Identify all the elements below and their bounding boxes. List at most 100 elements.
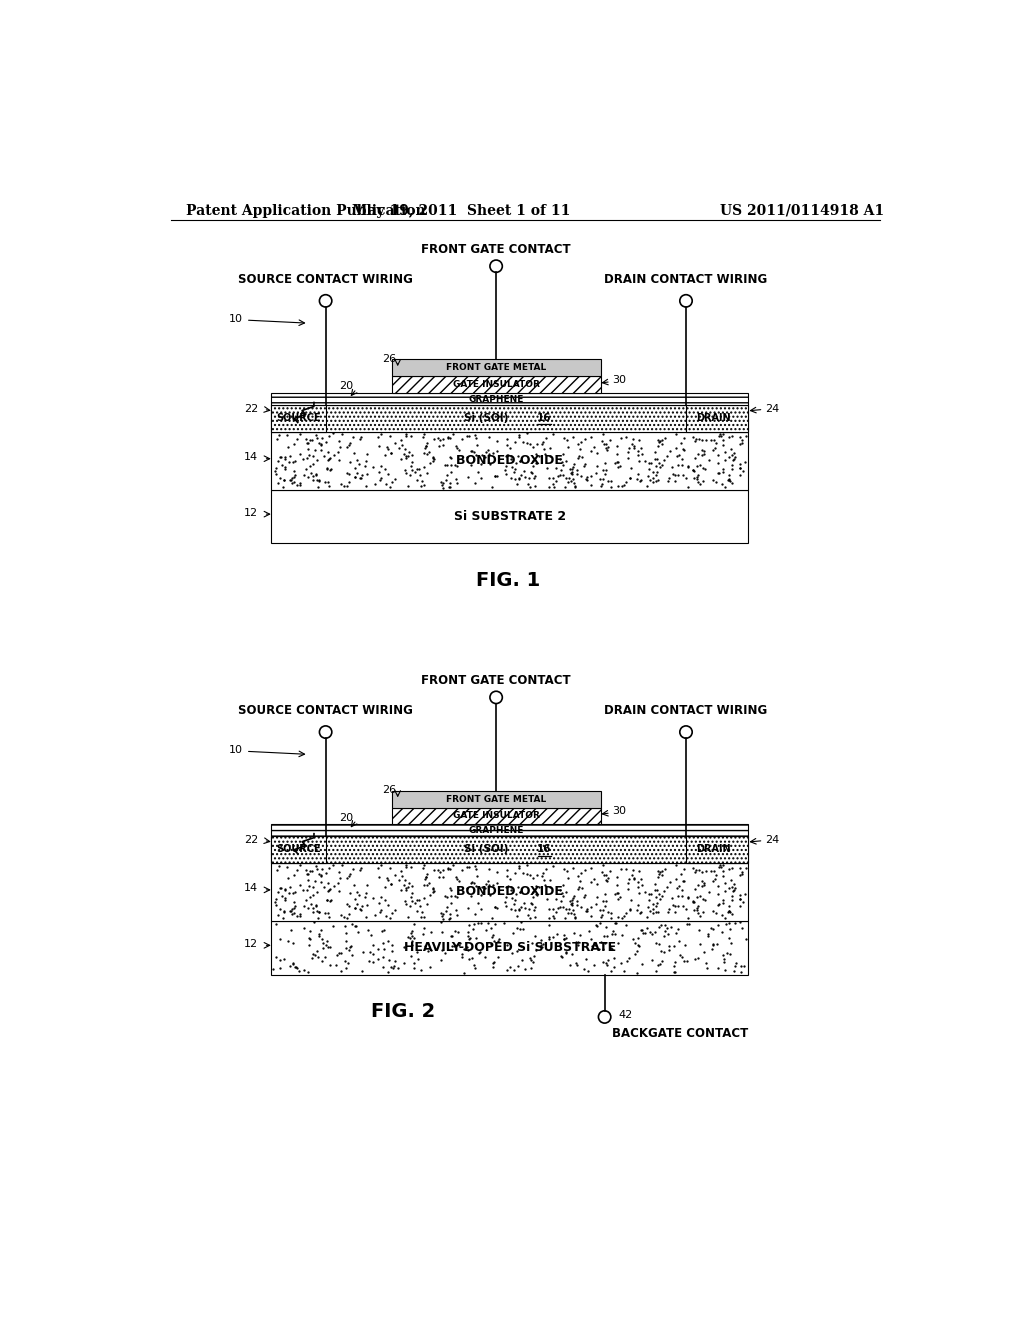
Point <box>696 444 713 465</box>
Point <box>292 875 308 896</box>
Point <box>421 873 437 894</box>
Point <box>394 434 411 455</box>
Point <box>352 899 369 920</box>
Point <box>687 862 703 883</box>
Point <box>722 944 738 965</box>
Point <box>445 935 462 956</box>
Point <box>608 874 625 895</box>
Point <box>527 875 544 896</box>
Point <box>419 894 435 915</box>
Point <box>651 457 668 478</box>
Point <box>674 879 690 900</box>
Point <box>282 446 298 467</box>
Point <box>692 454 709 475</box>
Point <box>342 451 358 473</box>
Point <box>328 954 344 975</box>
Point <box>671 876 687 898</box>
Point <box>309 469 326 490</box>
Point <box>608 451 625 473</box>
Point <box>330 873 346 894</box>
Point <box>563 463 580 484</box>
Point <box>459 936 475 957</box>
Point <box>689 465 706 486</box>
Point <box>418 866 434 887</box>
Point <box>732 857 749 878</box>
Point <box>348 450 365 471</box>
Point <box>724 857 740 878</box>
Point <box>644 899 660 920</box>
Point <box>599 954 615 975</box>
Point <box>648 879 665 900</box>
Point <box>691 428 708 449</box>
Point <box>461 425 477 446</box>
Point <box>467 425 483 446</box>
Point <box>460 921 476 942</box>
Point <box>357 907 374 928</box>
Point <box>523 462 540 483</box>
Point <box>321 907 337 928</box>
Point <box>606 912 623 933</box>
Point <box>710 444 726 465</box>
Point <box>402 465 419 486</box>
Point <box>303 462 319 483</box>
Point <box>565 904 582 925</box>
Point <box>287 891 303 912</box>
Point <box>604 923 621 944</box>
Point <box>647 933 664 954</box>
Point <box>568 890 585 911</box>
Point <box>321 426 337 447</box>
Point <box>631 936 647 957</box>
Point <box>567 932 584 953</box>
Point <box>305 898 322 919</box>
Point <box>738 426 755 447</box>
Point <box>733 956 750 977</box>
Point <box>443 925 460 946</box>
Point <box>499 445 515 466</box>
Point <box>557 450 573 471</box>
Point <box>679 950 695 972</box>
Point <box>307 944 324 965</box>
Point <box>498 455 514 477</box>
Point <box>674 454 690 475</box>
Point <box>472 912 488 933</box>
Point <box>652 861 669 882</box>
Point <box>670 465 686 486</box>
Point <box>715 424 731 445</box>
Point <box>510 445 526 466</box>
Point <box>623 458 639 479</box>
Point <box>415 858 431 879</box>
Point <box>630 445 646 466</box>
Point <box>284 467 300 488</box>
Point <box>669 876 685 898</box>
Point <box>300 898 316 919</box>
Point <box>622 899 638 920</box>
Point <box>292 424 308 445</box>
Point <box>413 960 429 981</box>
Point <box>523 957 540 978</box>
Point <box>696 941 713 962</box>
Point <box>721 426 737 447</box>
Point <box>309 907 326 928</box>
Point <box>377 445 393 466</box>
Point <box>647 873 664 894</box>
Point <box>686 459 702 480</box>
Point <box>512 882 528 903</box>
Point <box>435 473 452 494</box>
Point <box>705 917 721 939</box>
Point <box>393 449 410 470</box>
Point <box>442 886 459 907</box>
Point <box>578 884 594 906</box>
Point <box>518 422 535 444</box>
Point <box>336 475 352 496</box>
Point <box>347 898 364 919</box>
Point <box>668 437 684 458</box>
Point <box>323 936 339 957</box>
Point <box>269 429 286 450</box>
Point <box>615 906 632 927</box>
Point <box>548 458 564 479</box>
Text: 14: 14 <box>244 883 258 894</box>
Point <box>538 428 554 449</box>
Point <box>680 477 696 498</box>
Point <box>596 932 612 953</box>
Point <box>399 446 416 467</box>
